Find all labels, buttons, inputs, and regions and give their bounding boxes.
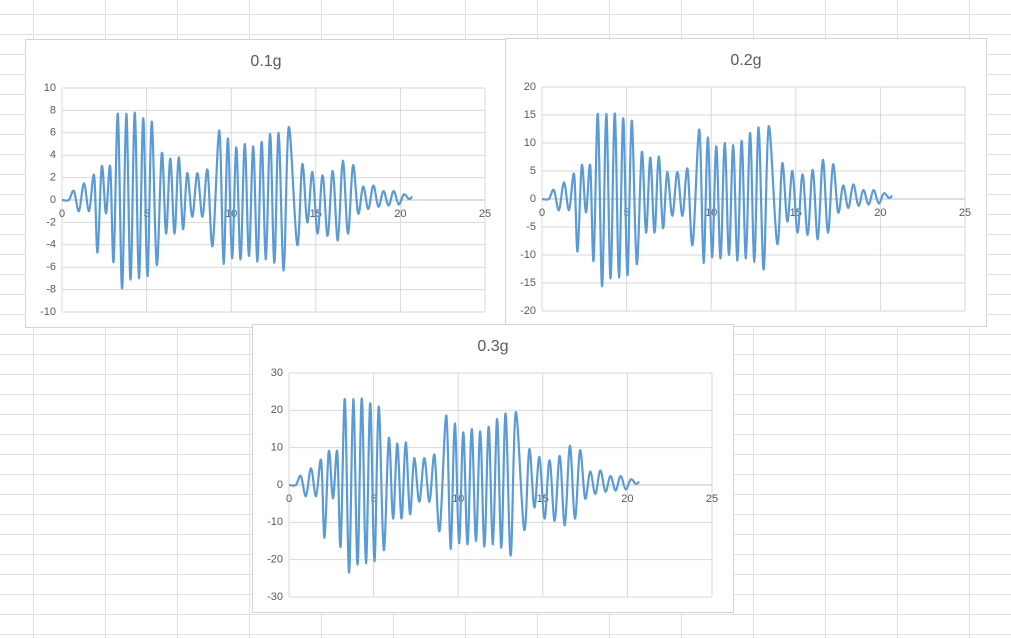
- y-tick-label: 10: [44, 82, 56, 94]
- x-tick-label: 25: [959, 207, 971, 219]
- y-tick-label: -20: [520, 305, 536, 317]
- data-line: [61, 111, 413, 290]
- x-tick-label: 25: [706, 493, 718, 505]
- y-tick-label: 4: [50, 149, 56, 161]
- y-tick-label: 30: [271, 367, 283, 379]
- chart-title: 0.1g: [250, 53, 281, 70]
- y-tick-label: 5: [530, 165, 536, 177]
- y-tick-label: 20: [524, 81, 536, 93]
- y-tick-label: 8: [50, 104, 56, 116]
- x-tick-label: 0: [539, 207, 545, 219]
- y-tick-label: 0: [277, 479, 283, 491]
- x-tick-label: 0: [59, 208, 65, 220]
- x-tick-label: 25: [479, 208, 491, 220]
- chart-title: 0.2g: [730, 52, 761, 69]
- y-tick-label: -2: [46, 216, 56, 228]
- x-tick-label: 20: [874, 207, 886, 219]
- y-tick-label: 15: [524, 109, 536, 121]
- y-tick-label: -10: [267, 516, 283, 528]
- y-tick-label: 0: [530, 193, 536, 205]
- y-tick-label: -15: [520, 277, 536, 289]
- y-tick-label: 0: [50, 194, 56, 206]
- y-tick-label: 20: [271, 404, 283, 416]
- x-tick-label: 0: [286, 493, 292, 505]
- data-line: [541, 112, 893, 288]
- chart-title: 0.3g: [477, 338, 508, 355]
- y-tick-label: -10: [40, 306, 56, 318]
- data-line: [288, 397, 640, 574]
- y-tick-label: -30: [267, 591, 283, 603]
- y-tick-label: -20: [267, 554, 283, 566]
- y-tick-label: -6: [46, 261, 56, 273]
- y-tick-label: -5: [526, 221, 536, 233]
- y-tick-label: -8: [46, 284, 56, 296]
- y-tick-label: 6: [50, 127, 56, 139]
- y-tick-label: -4: [46, 239, 56, 251]
- y-tick-label: -10: [520, 249, 536, 261]
- y-tick-label: 2: [50, 172, 56, 184]
- x-tick-label: 20: [394, 208, 406, 220]
- y-tick-label: 10: [271, 442, 283, 454]
- y-tick-label: 10: [524, 137, 536, 149]
- x-tick-label: 20: [621, 493, 633, 505]
